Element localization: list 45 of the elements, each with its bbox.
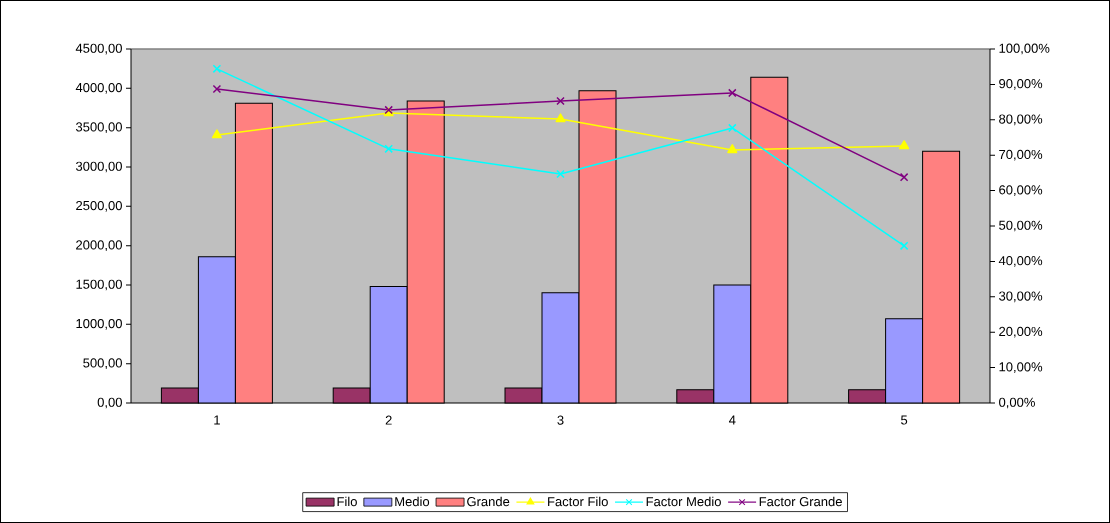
y2-tick-label: 50,00% bbox=[999, 220, 1043, 232]
y-tick-label: 3000,00 bbox=[75, 161, 122, 173]
legend-label: Factor Grande bbox=[759, 496, 842, 507]
point bbox=[212, 64, 222, 74]
y2-tick-label: 40,00% bbox=[998, 256, 1043, 267]
y-tick-label: 2500,00 bbox=[76, 200, 122, 212]
legend-label: Filo bbox=[337, 496, 357, 507]
point bbox=[556, 169, 565, 179]
point bbox=[728, 123, 737, 133]
x-tick-label: 3 bbox=[557, 415, 564, 425]
legend-label: Grande bbox=[467, 496, 510, 507]
y-tick-label: 1500,00 bbox=[76, 279, 122, 291]
y-tick-label: 4000,00 bbox=[75, 82, 122, 94]
point bbox=[899, 241, 909, 251]
x-tick-label: 4 bbox=[728, 415, 736, 425]
y2-tick-label: 0,00% bbox=[999, 397, 1035, 409]
point bbox=[727, 144, 738, 154]
y2-tick-label: 80,00% bbox=[999, 114, 1043, 126]
y2-tick-label: 90,00% bbox=[999, 79, 1043, 90]
point bbox=[384, 144, 393, 154]
y-tick-label: 4500,00 bbox=[75, 43, 122, 55]
y2-tick-label: 30,00% bbox=[999, 291, 1043, 303]
y-tick-label: 0,00 bbox=[97, 397, 122, 409]
y-tick-label: 2000,00 bbox=[76, 240, 122, 252]
legend-label: Medio bbox=[395, 496, 430, 507]
point bbox=[555, 113, 566, 123]
point bbox=[899, 140, 910, 150]
y2-tick-label: 20,00% bbox=[999, 326, 1043, 338]
y2-tick-label: 10,00% bbox=[999, 362, 1043, 373]
legend-label: Factor Medio bbox=[646, 496, 721, 507]
point bbox=[211, 129, 222, 139]
y-tick-label: 500,00 bbox=[83, 358, 122, 370]
y2-tick-label: 70,00% bbox=[999, 149, 1043, 161]
y2-tick-label: 100,00% bbox=[999, 43, 1050, 55]
point bbox=[728, 88, 737, 98]
legend-label: Factor Filo bbox=[548, 496, 608, 507]
point bbox=[899, 172, 909, 182]
y-tick-label: 3500,00 bbox=[75, 122, 122, 134]
x-tick-label: 1 bbox=[214, 415, 220, 425]
y-tick-label: 1000,00 bbox=[76, 318, 122, 330]
x-tick-label: 2 bbox=[385, 415, 392, 425]
point bbox=[556, 96, 565, 106]
y2-tick-label: 60,00% bbox=[999, 185, 1043, 196]
point bbox=[212, 84, 222, 94]
x-tick-label: 5 bbox=[901, 415, 908, 425]
